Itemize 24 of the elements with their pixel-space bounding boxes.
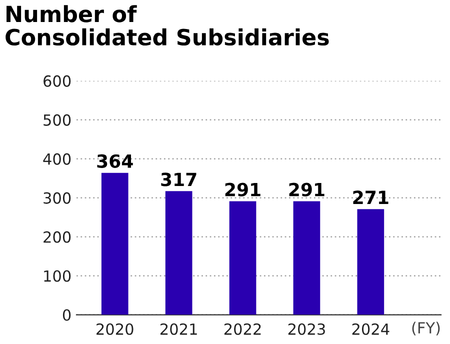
y-tick-label: 300 — [44, 192, 71, 204]
x-tick-label: 2021 — [160, 323, 197, 335]
chart-title: Number of Consolidated Subsidiaries — [6, 5, 329, 46]
data-label: 271 — [353, 190, 388, 204]
bar — [357, 209, 384, 315]
data-label: 364 — [97, 154, 133, 168]
bar — [293, 201, 320, 315]
x-tick-label: 2022 — [224, 323, 261, 335]
y-tick-label: 400 — [43, 153, 71, 165]
x-tick-label: 2020 — [96, 323, 134, 335]
x-tick-label: 2023 — [288, 323, 325, 335]
data-label: 291 — [289, 182, 324, 196]
bar — [229, 201, 256, 315]
bar — [101, 172, 128, 315]
data-label: 317 — [161, 172, 196, 186]
y-tick-label: 500 — [44, 114, 71, 126]
y-tick-label: 0 — [62, 309, 71, 321]
data-label: 291 — [225, 182, 260, 196]
y-tick-label: 100 — [44, 270, 71, 282]
bar — [165, 191, 192, 315]
x-tick-label: 2024 — [352, 323, 390, 335]
y-tick-label: 200 — [44, 231, 71, 243]
y-tick-label: 600 — [44, 75, 71, 87]
x-axis-title: (FY) — [412, 322, 440, 336]
